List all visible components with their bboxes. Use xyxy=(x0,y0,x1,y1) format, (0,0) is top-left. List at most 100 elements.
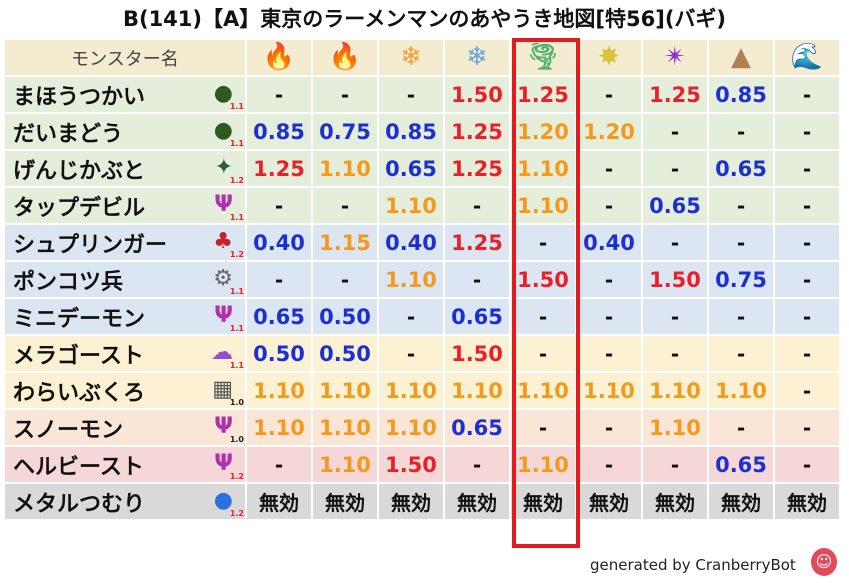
monster-name-cell: スノーモン Ψ 1.0 xyxy=(5,410,245,445)
resistance-value: 1.20 xyxy=(583,119,635,144)
resistance-value: 無効 xyxy=(787,491,827,515)
monster-level: 1.2 xyxy=(229,509,244,518)
resistance-value: - xyxy=(670,156,680,181)
resistance-table: モンスター名 🔥 🔥 ❄ ❄ 🌪 ✸ ✴ ▲ 🌊 まほうつかい ● 1.1- - -1.… xyxy=(3,38,841,521)
resistance-cell: 1.50 xyxy=(445,77,509,112)
monster-name: まほうつかい xyxy=(13,84,146,110)
monster-name-cell: ミニデーモン Ψ 1.1 xyxy=(5,299,245,334)
resistance-value: 1.10 xyxy=(385,267,437,292)
resistance-value: 0.75 xyxy=(319,119,371,144)
resistance-value: - xyxy=(736,119,746,144)
resistance-value: - xyxy=(802,156,812,181)
resistance-cell: 1.10 xyxy=(643,410,707,445)
resistance-cell: - xyxy=(511,336,575,371)
resistance-cell: - xyxy=(511,225,575,260)
resistance-cell: 1.25 xyxy=(511,77,575,112)
resistance-cell: - xyxy=(379,336,443,371)
resistance-cell: 1.10 xyxy=(511,188,575,223)
monster-level: 1.2 xyxy=(229,250,244,259)
slime-icon: ● xyxy=(213,487,233,513)
page-title: B(141)【A】東京のラーメンマンのあやうき地図[特56](バギ) xyxy=(122,7,727,31)
table-row: わらいぶくろ ▦ 1.0 1.10 1.10 1.10 1.10 1.10 1.10 1.10 1.… xyxy=(5,373,839,408)
resistance-cell: - xyxy=(445,447,509,482)
bot-glyph: ☺ xyxy=(815,552,833,571)
resistance-cell: 無効 xyxy=(445,484,509,519)
resistance-cell: 1.10 xyxy=(247,410,311,445)
light-burst-icon: ✸ xyxy=(598,42,620,72)
resistance-value: - xyxy=(472,452,482,477)
resistance-cell: - xyxy=(775,299,839,334)
resistance-value: 1.50 xyxy=(517,267,569,292)
resistance-cell: - xyxy=(709,299,773,334)
element-header: 🌪 xyxy=(511,40,575,75)
resistance-cell: - xyxy=(643,336,707,371)
resistance-cell: 1.10 xyxy=(313,151,377,186)
resistance-value: 1.10 xyxy=(583,378,635,403)
resistance-value: - xyxy=(274,82,284,107)
footer-credit: generated by CranberryBot xyxy=(590,556,796,574)
resistance-value: - xyxy=(670,304,680,329)
resistance-value: 1.10 xyxy=(649,378,701,403)
resistance-cell: 1.25 xyxy=(247,151,311,186)
green-hood-icon: ● xyxy=(213,117,233,143)
resistance-value: - xyxy=(406,304,416,329)
resistance-value: - xyxy=(340,193,350,218)
resistance-cell: - xyxy=(709,410,773,445)
resistance-value: - xyxy=(736,304,746,329)
resistance-cell: 無効 xyxy=(709,484,773,519)
fire-ball-icon: 🔥 xyxy=(262,42,296,72)
resistance-cell: - xyxy=(577,151,641,186)
resistance-cell: 1.10 xyxy=(643,373,707,408)
resistance-cell: 無効 xyxy=(577,484,641,519)
resistance-value: - xyxy=(538,304,548,329)
resistance-value: - xyxy=(604,452,614,477)
resistance-cell: 1.50 xyxy=(643,262,707,297)
resistance-value: - xyxy=(736,230,746,255)
table-row: スノーモン Ψ 1.0 1.10 1.10 1.10 0.65 - - 1.10 - - xyxy=(5,410,839,445)
resistance-value: - xyxy=(604,341,614,366)
resistance-cell: 0.40 xyxy=(379,225,443,260)
resistance-cell: - xyxy=(577,262,641,297)
resistance-cell: 1.50 xyxy=(445,336,509,371)
resistance-cell: - xyxy=(445,262,509,297)
resistance-cell: - xyxy=(379,299,443,334)
resistance-cell: - xyxy=(643,114,707,149)
resistance-cell: - xyxy=(775,151,839,186)
resistance-cell: 0.50 xyxy=(313,299,377,334)
resistance-cell: - xyxy=(775,447,839,482)
monster-name-cell: シュプリンガー ♣ 1.2 xyxy=(5,225,245,260)
trident-icon: Ψ xyxy=(214,191,233,217)
resistance-cell: 0.40 xyxy=(247,225,311,260)
resistance-cell: 0.50 xyxy=(247,336,311,371)
resistance-cell: - xyxy=(709,188,773,223)
resistance-value: 0.85 xyxy=(253,119,305,144)
resistance-value: 1.10 xyxy=(715,378,767,403)
brick-wall-icon: ▦ xyxy=(212,376,233,402)
resistance-value: - xyxy=(802,119,812,144)
monster-level: 1.1 xyxy=(229,213,244,222)
monster-level: 1.2 xyxy=(229,176,244,185)
monster-level: 1.1 xyxy=(229,287,244,296)
table-row: ポンコツ兵 ⚙ 1.1 - - 1.10 - 1.50 - 1.50 0.75 - xyxy=(5,262,839,297)
trident-icon: Ψ xyxy=(214,450,233,476)
table-row: げんじかぶと ✦ 1.2 1.25 1.10 0.65 1.25 1.10 - - 0.65 - xyxy=(5,151,839,186)
monster-name-cell: メタルつむり ● 1.2 xyxy=(5,484,245,519)
resistance-value: - xyxy=(802,452,812,477)
monster-name-cell: わらいぶくろ ▦ 1.0 xyxy=(5,373,245,408)
element-header: ▲ xyxy=(709,40,773,75)
resistance-value: 1.25 xyxy=(451,119,503,144)
resistance-cell: 1.20 xyxy=(511,114,575,149)
resistance-value: 1.10 xyxy=(319,415,371,440)
resistance-cell: 無効 xyxy=(379,484,443,519)
monster-name: スノーモン xyxy=(13,417,124,443)
resistance-value: 0.65 xyxy=(253,304,305,329)
resistance-cell: 0.65 xyxy=(247,299,311,334)
resistance-cell: 1.15 xyxy=(313,225,377,260)
resistance-cell: 1.10 xyxy=(511,373,575,408)
element-header: 🔥 xyxy=(313,40,377,75)
table-row: ミニデーモン Ψ 1.1 0.65 0.50 - 0.65 - - - - - xyxy=(5,299,839,334)
resistance-value: 1.10 xyxy=(517,378,569,403)
ice-crystal-icon: ❄ xyxy=(400,42,422,72)
resistance-cell: 0.85 xyxy=(247,114,311,149)
table-row: タップデビル Ψ 1.1 - - 1.10 - 1.10 - 0.65 - - xyxy=(5,188,839,223)
